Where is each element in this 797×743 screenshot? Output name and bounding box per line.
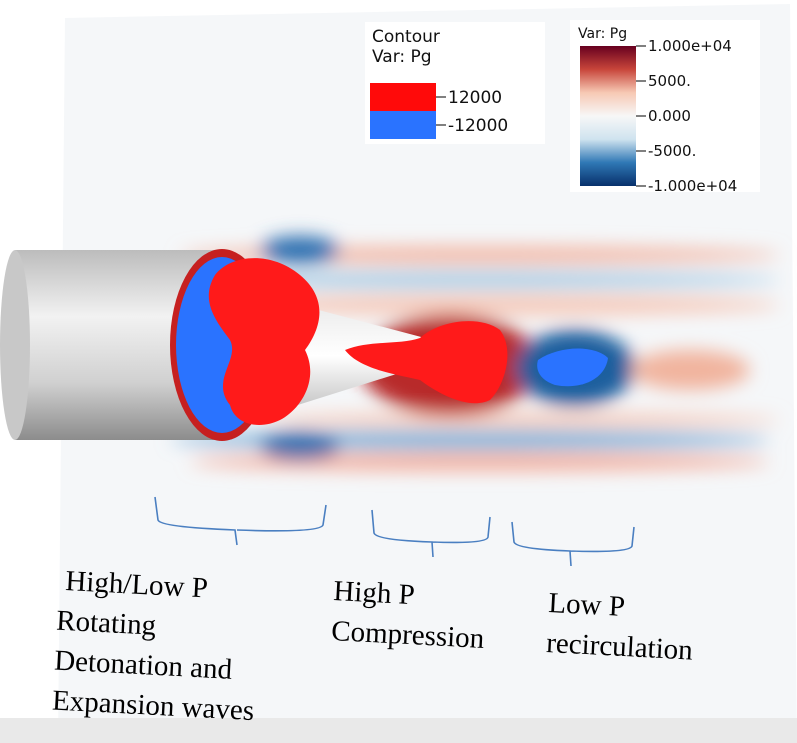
combustor-end bbox=[0, 250, 30, 440]
colorbar-tick-label: 1.000e+04 bbox=[648, 37, 732, 55]
legend-swatch bbox=[370, 111, 436, 139]
colorbar-scale bbox=[580, 46, 636, 186]
colorbar-tick-label: -1.000e+04 bbox=[648, 177, 737, 195]
colorbar-tick-label: 0.000 bbox=[648, 107, 691, 125]
annotation-line: High P bbox=[333, 575, 416, 611]
colorbar: Var: Pg 1.000e+04 5000. 0.000 -5000. -1.000e+… bbox=[570, 20, 760, 195]
annotation-line: Low P bbox=[548, 587, 626, 623]
scene: ContourVar: Pg12000-12000 Var: Pg1.000e+… bbox=[0, 0, 797, 743]
legend-title: Var: Pg bbox=[372, 47, 432, 67]
colorbar-title: Var: Pg bbox=[578, 26, 627, 42]
bottom-strip bbox=[0, 718, 797, 743]
legend-label: -12000 bbox=[448, 116, 508, 136]
legend-title: Contour bbox=[372, 27, 440, 47]
legend-swatch bbox=[370, 83, 436, 111]
annotation-line: Rotating bbox=[56, 605, 157, 642]
colorbar-tick-label: -5000. bbox=[648, 142, 696, 160]
colorbar-tick-label: 5000. bbox=[648, 72, 691, 90]
legend-label: 12000 bbox=[448, 88, 502, 108]
